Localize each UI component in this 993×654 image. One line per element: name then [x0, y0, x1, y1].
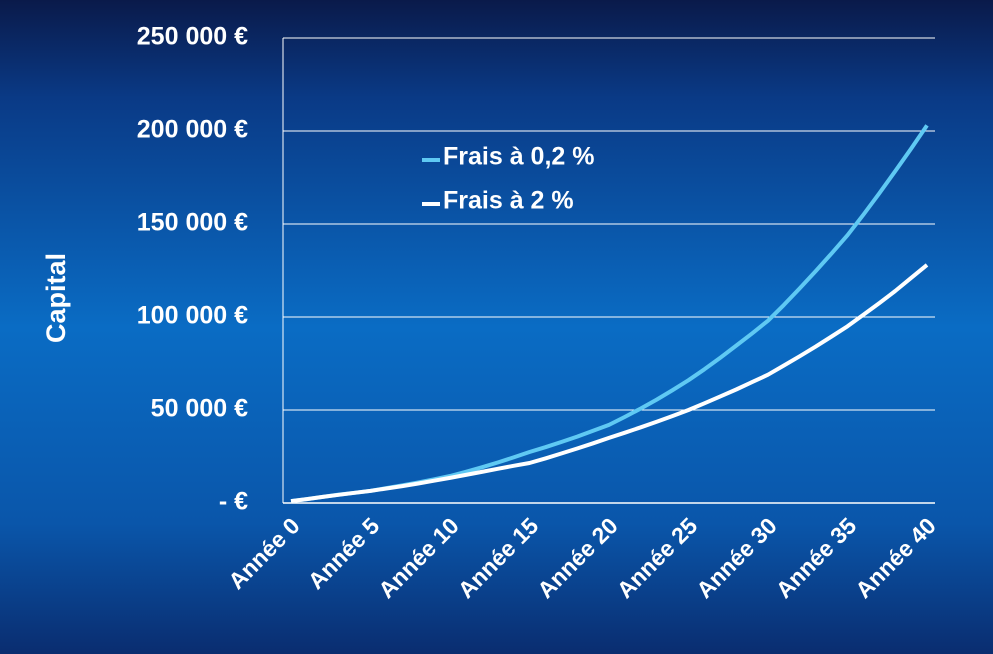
legend-label: Frais à 2 %	[443, 187, 574, 215]
y-tick-label: 250 000 €	[137, 23, 248, 51]
y-axis-label: Capital	[41, 253, 71, 343]
y-tick-label: 100 000 €	[137, 302, 248, 330]
y-tick-label: 150 000 €	[137, 209, 248, 237]
y-tick-label: 200 000 €	[137, 116, 248, 144]
series-line	[290, 263, 929, 504]
y-tick-label: 50 000 €	[151, 395, 248, 423]
legend-label: Frais à 0,2 %	[443, 143, 594, 171]
y-tick-label: - €	[219, 488, 248, 516]
